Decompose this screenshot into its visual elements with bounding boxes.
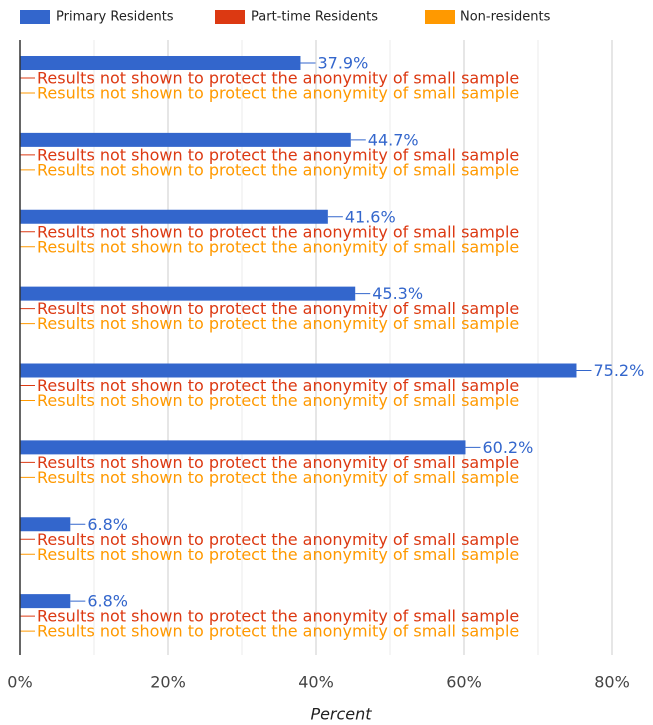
value-label: Results not shown to protect the anonymi… <box>37 222 519 241</box>
bar <box>20 594 71 609</box>
value-label: 45.3% <box>372 284 423 303</box>
legend-swatch <box>20 10 50 24</box>
value-label: Results not shown to protect the anonymi… <box>37 453 519 472</box>
value-label: 60.2% <box>482 438 533 457</box>
legend-swatch <box>215 10 245 24</box>
value-label: Results not shown to protect the anonymi… <box>37 607 519 626</box>
value-label: 6.8% <box>87 515 128 534</box>
x-tick-label: 40% <box>298 673 334 692</box>
value-label: Results not shown to protect the anonymi… <box>37 622 519 641</box>
x-tick-label: 60% <box>446 673 482 692</box>
value-label: 41.6% <box>345 207 396 226</box>
x-axis-label: Percent <box>310 705 372 724</box>
legend-swatch <box>425 10 455 24</box>
value-label: Results not shown to protect the anonymi… <box>37 391 519 410</box>
value-label: Results not shown to protect the anonymi… <box>37 314 519 333</box>
value-label: Results not shown to protect the anonymi… <box>37 237 519 256</box>
bar <box>20 56 301 70</box>
value-label: Results not shown to protect the anonymi… <box>37 530 519 549</box>
value-label: Results not shown to protect the anonymi… <box>37 160 519 179</box>
x-tick-label: 80% <box>594 673 630 692</box>
bar <box>20 517 71 532</box>
bar <box>20 132 351 147</box>
legend-label: Primary Residents <box>56 10 174 25</box>
value-label: 44.7% <box>368 130 419 149</box>
value-label: 6.8% <box>87 592 128 611</box>
value-label: Results not shown to protect the anonymi… <box>37 145 519 164</box>
bar <box>20 286 356 301</box>
value-label: Results not shown to protect the anonymi… <box>37 376 519 395</box>
value-label: 75.2% <box>593 361 644 380</box>
legend-label: Part-time Residents <box>251 10 378 25</box>
value-label: Results not shown to protect the anonymi… <box>37 84 519 103</box>
bar <box>20 363 577 378</box>
value-label: Results not shown to protect the anonymi… <box>37 299 519 318</box>
legend-label: Non-residents <box>460 10 551 25</box>
value-label: 37.9% <box>317 54 368 73</box>
value-label: Results not shown to protect the anonymi… <box>37 545 519 564</box>
x-tick-label: 0% <box>7 673 32 692</box>
x-tick-label: 20% <box>150 673 186 692</box>
value-label: Results not shown to protect the anonymi… <box>37 69 519 88</box>
bar <box>20 440 466 455</box>
bar <box>20 209 328 224</box>
value-label: Results not shown to protect the anonymi… <box>37 468 519 487</box>
